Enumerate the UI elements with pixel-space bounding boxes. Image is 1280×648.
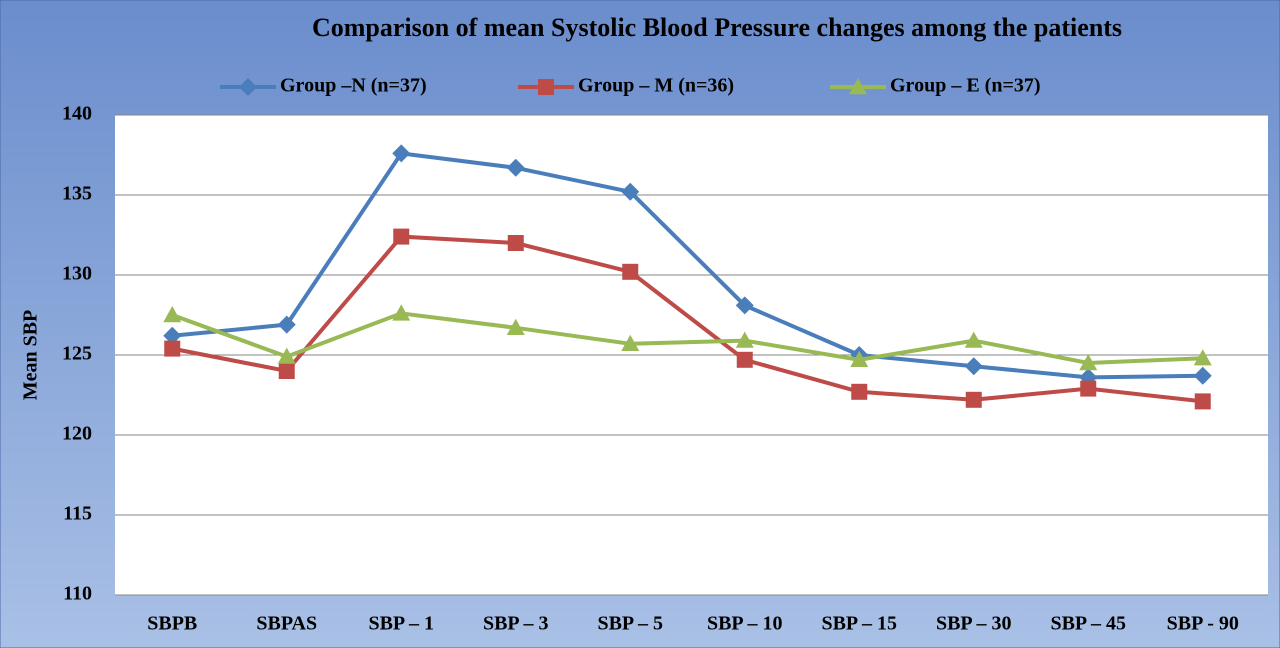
marker xyxy=(163,306,182,323)
marker xyxy=(735,331,754,348)
x-tick-label: SBP – 3 xyxy=(483,613,549,635)
marker xyxy=(538,79,554,95)
marker xyxy=(1193,366,1212,385)
marker xyxy=(621,182,640,201)
marker xyxy=(1193,349,1212,366)
series-line xyxy=(171,234,1203,404)
x-tick-label: SBP – 30 xyxy=(936,613,1012,635)
marker xyxy=(964,331,983,348)
marker xyxy=(393,228,410,245)
chart-title: Comparison of mean Systolic Blood Pressu… xyxy=(312,13,1122,42)
legend-label: Group –N (n=37) xyxy=(280,75,427,97)
marker xyxy=(239,78,257,96)
y-tick-label: 140 xyxy=(62,103,92,125)
marker xyxy=(1080,380,1097,397)
marker xyxy=(622,263,639,280)
legend-label: Group – E (n=37) xyxy=(890,75,1041,97)
marker xyxy=(392,304,411,321)
series-line xyxy=(171,311,1203,366)
x-tick-label: SBP – 15 xyxy=(821,613,897,635)
marker xyxy=(849,78,867,95)
marker xyxy=(964,357,983,376)
y-axis-label: Mean SBP xyxy=(20,310,42,401)
marker xyxy=(1079,354,1098,371)
marker xyxy=(164,340,181,357)
y-tick-label: 125 xyxy=(62,343,92,365)
marker xyxy=(851,383,868,400)
marker xyxy=(735,296,754,315)
x-tick-label: SBP – 45 xyxy=(1050,613,1126,635)
marker xyxy=(277,315,296,334)
marker xyxy=(1194,393,1211,410)
x-tick-label: SBP - 90 xyxy=(1167,613,1239,635)
marker xyxy=(621,334,640,351)
marker xyxy=(506,158,525,177)
x-tick-label: SBP – 10 xyxy=(707,613,783,635)
marker xyxy=(392,144,411,163)
y-tick-label: 115 xyxy=(63,503,92,525)
x-tick-label: SBPB xyxy=(147,613,197,635)
marker xyxy=(850,350,869,367)
marker xyxy=(277,347,296,364)
marker xyxy=(506,318,525,335)
y-tick-label: 110 xyxy=(63,583,92,605)
x-tick-label: SBP – 5 xyxy=(597,613,663,635)
y-tick-label: 135 xyxy=(62,183,92,205)
marker xyxy=(965,391,982,408)
marker xyxy=(278,363,295,379)
legend-label: Group – M (n=36) xyxy=(578,75,734,97)
marker xyxy=(507,235,524,251)
x-tick-label: SBP – 1 xyxy=(368,613,434,635)
marker xyxy=(163,326,182,345)
series-line xyxy=(172,151,1203,380)
y-tick-label: 130 xyxy=(62,263,92,285)
marker xyxy=(736,351,753,368)
x-tick-label: SBPAS xyxy=(256,613,317,635)
y-tick-label: 120 xyxy=(62,423,92,445)
